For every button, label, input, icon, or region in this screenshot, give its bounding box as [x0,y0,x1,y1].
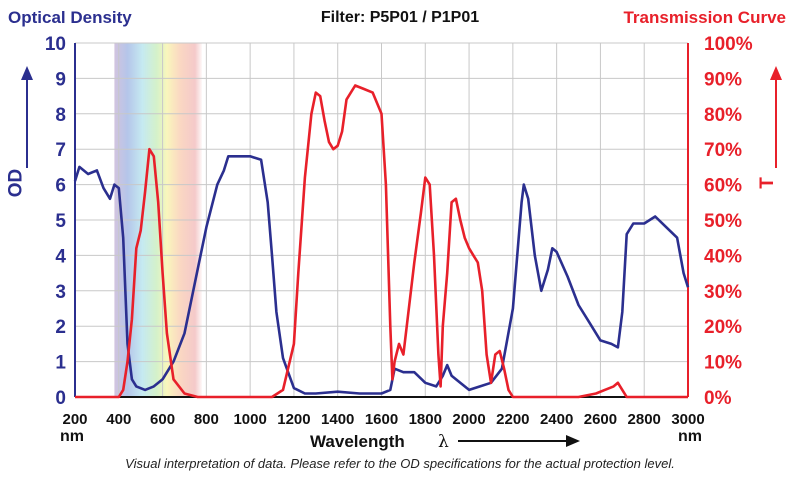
wavelength-tick-label: 1800 [409,411,442,428]
od-tick-label: 6 [55,176,66,197]
x-unit-right: nm [678,428,702,445]
transmission-line [75,84,688,399]
wavelength-tick-label: 2600 [584,411,617,428]
od-tick-label: 5 [55,211,66,232]
wavelength-tick-label: 2400 [540,411,573,428]
lambda-symbol: λ [438,432,449,452]
wavelength-tick-label: 2000 [452,411,485,428]
wavelength-tick-label: 3000 [671,411,704,428]
transmission-axis-title: Transmission Curve [623,8,786,27]
transmission-tick-label: 70% [704,140,742,161]
x-axis-arrow-icon [566,435,580,447]
wavelength-tick-label: 1600 [365,411,398,428]
transmission-tick-label: 10% [704,353,742,374]
od-tick-label: 1 [55,353,66,374]
footnote: Visual interpretation of data. Please re… [125,456,675,471]
od-tick-label: 9 [55,69,66,90]
od-tick-label: 3 [55,282,66,303]
axis-arrows [21,66,782,447]
od-tick-label: 0 [55,388,66,409]
od-tick-label: 2 [55,317,66,338]
od-axis-title: Optical Density [8,8,132,27]
od-tick-label: 10 [45,34,66,55]
t-arrow-up-icon [770,66,782,80]
wavelength-tick-label: 400 [106,411,131,428]
transmission-tick-label: 60% [704,176,742,197]
wavelength-tick-label: 2800 [628,411,661,428]
x-unit-left: nm [60,428,84,445]
od-tick-labels: 0 1 2 3 4 5 6 7 8 9 10 [45,34,67,409]
wavelength-tick-labels: 200 400 600 800 1000 1200 1400 1600 1800 2000 2200… [62,411,704,428]
transmission-tick-label: 80% [704,105,742,126]
transmission-tick-label: 0% [704,388,732,409]
x-axis-label: Wavelength [310,432,405,451]
od-tick-label: 8 [55,105,66,126]
wavelength-tick-label: 800 [194,411,219,428]
plot-frame [74,43,689,398]
wavelength-tick-label: 600 [150,411,175,428]
transmission-tick-label: 30% [704,282,742,303]
transmission-tick-label: 100% [704,34,753,55]
od-tick-label: 7 [55,140,66,161]
series-lines [73,84,690,399]
transmission-tick-label: 90% [704,69,742,90]
wavelength-tick-label: 1200 [277,411,310,428]
transmission-tick-label: 40% [704,246,742,267]
transmission-tick-label: 50% [704,211,742,232]
wavelength-tick-label: 200 [62,411,87,428]
od-arrow-up-icon [21,66,33,80]
wavelength-tick-label: 2200 [496,411,529,428]
transmission-tick-labels: 0% 10% 20% 30% 40% 50% 60% 70% 80% 90% 100% [704,34,753,409]
wavelength-tick-label: 1400 [321,411,354,428]
wavelength-tick-label: 1000 [233,411,266,428]
od-tick-label: 4 [55,246,66,267]
chart-title: Filter: P5P01 / P1P01 [320,9,480,26]
transmission-tick-label: 20% [704,317,742,338]
